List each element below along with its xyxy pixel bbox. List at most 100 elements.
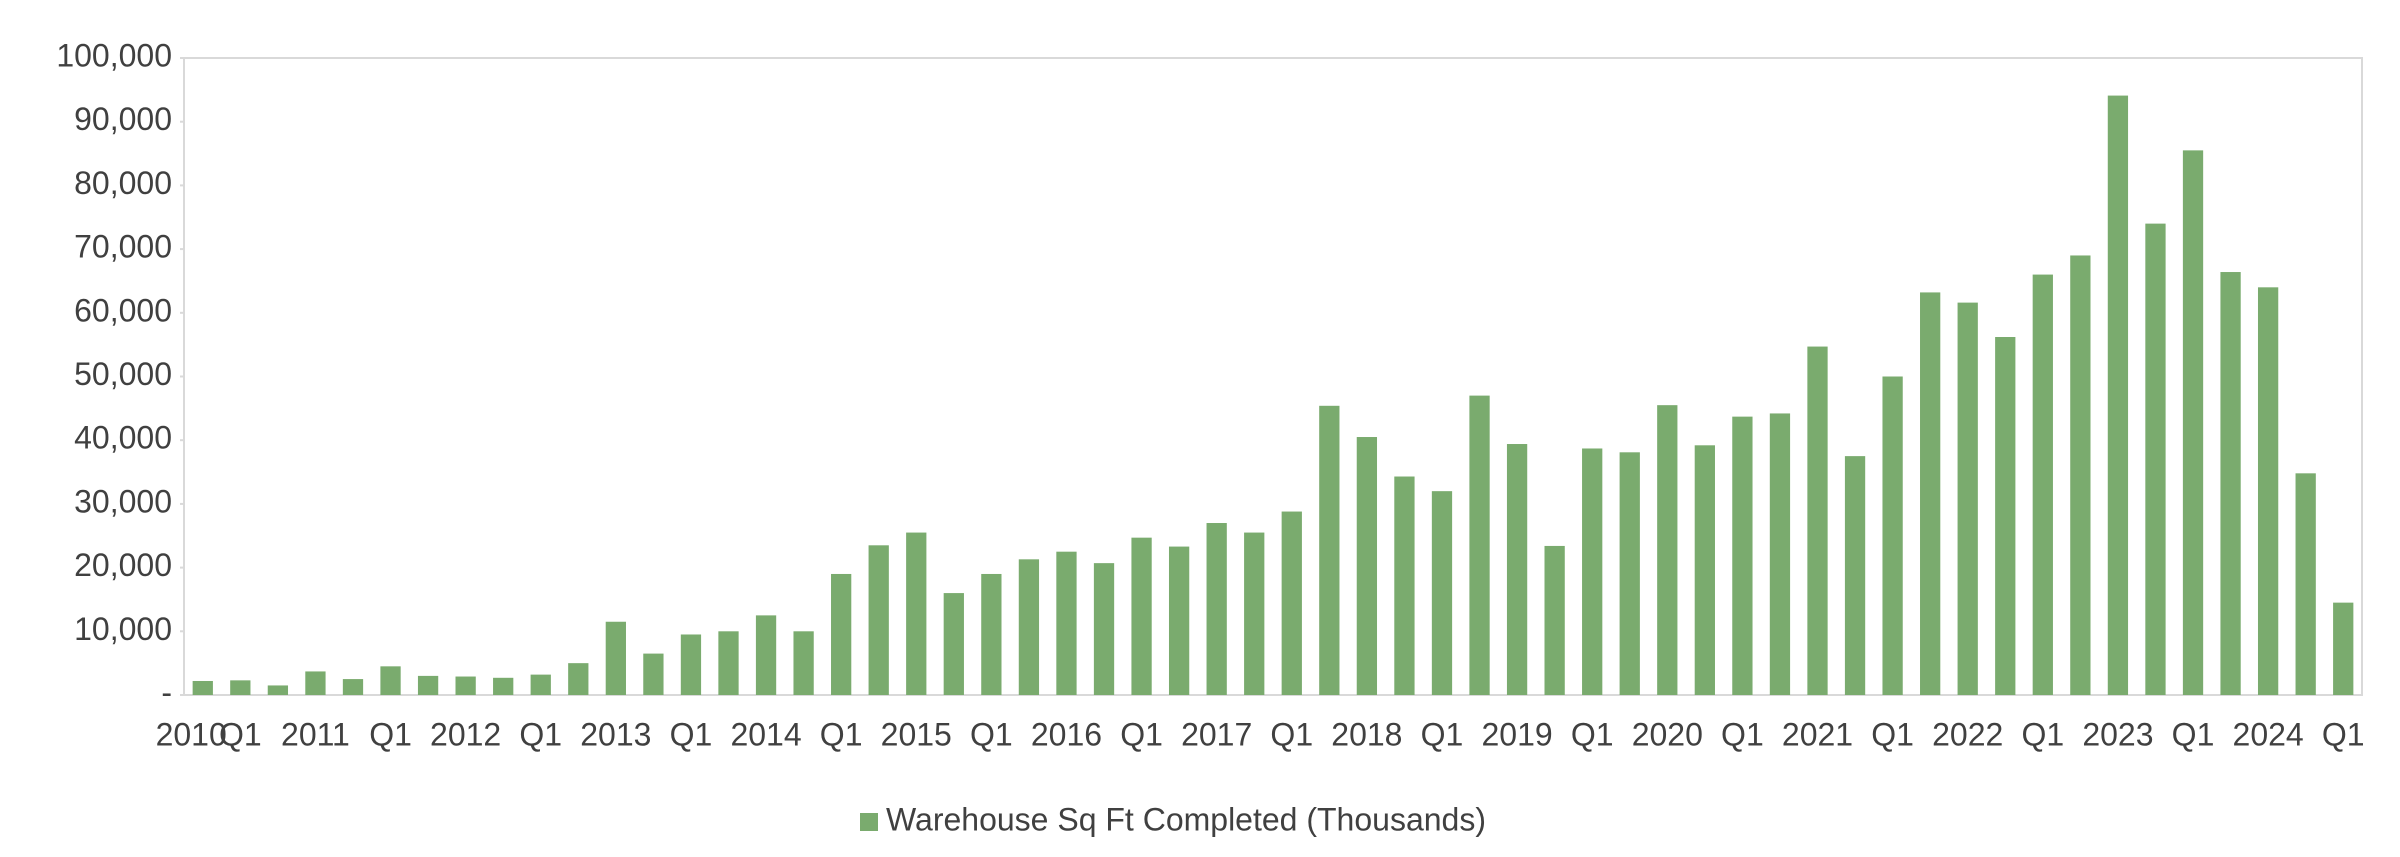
x-tick-label: 2011 bbox=[281, 716, 350, 752]
x-tick-label: Q1 bbox=[1571, 716, 1614, 752]
x-tick-label: 2017 bbox=[1181, 716, 1252, 752]
y-tick-label: 20,000 bbox=[74, 547, 172, 583]
bar bbox=[1394, 476, 1415, 695]
bar bbox=[2182, 150, 2204, 696]
y-tick-label: 50,000 bbox=[74, 356, 172, 392]
bar bbox=[1093, 563, 1115, 695]
x-tick-label: Q1 bbox=[2322, 716, 2365, 752]
bar bbox=[1018, 559, 1040, 695]
bar bbox=[1957, 302, 1978, 695]
bar bbox=[417, 675, 439, 695]
bar bbox=[793, 631, 814, 695]
bar bbox=[1281, 511, 1302, 695]
x-tick-label: Q1 bbox=[2172, 716, 2215, 752]
x-tick-label: 2016 bbox=[1031, 716, 1102, 752]
bar bbox=[1844, 456, 1866, 695]
x-tick-label: 2020 bbox=[1632, 716, 1703, 752]
bar bbox=[1619, 452, 1640, 695]
y-tick-label: 100,000 bbox=[56, 37, 172, 73]
bar bbox=[1469, 395, 1490, 695]
y-tick-label: 60,000 bbox=[74, 292, 172, 328]
x-tick-label: Q1 bbox=[1270, 716, 1313, 752]
x-tick-label: 2021 bbox=[1782, 716, 1853, 752]
bar bbox=[2070, 255, 2091, 695]
x-tick-label: 2019 bbox=[1481, 716, 1552, 752]
y-tick-label: 90,000 bbox=[74, 101, 172, 137]
bar bbox=[643, 653, 664, 695]
bar bbox=[530, 674, 551, 695]
bar bbox=[305, 671, 326, 695]
x-tick-label: Q1 bbox=[1871, 716, 1914, 752]
bar bbox=[981, 573, 1002, 695]
x-tick-label: Q1 bbox=[1120, 716, 1163, 752]
x-tick-label: Q1 bbox=[519, 716, 562, 752]
bar bbox=[943, 593, 964, 695]
bar bbox=[868, 545, 889, 695]
x-tick-label: 2010 bbox=[156, 716, 227, 752]
bar bbox=[2333, 602, 2354, 695]
bar bbox=[568, 663, 589, 695]
x-tick-label: 2018 bbox=[1331, 716, 1402, 752]
x-tick-label: Q1 bbox=[369, 716, 412, 752]
bar bbox=[1769, 413, 1791, 695]
x-tick-label: 2013 bbox=[580, 716, 651, 752]
bar bbox=[1356, 437, 1378, 695]
bar bbox=[1882, 376, 1903, 695]
bar bbox=[1506, 444, 1528, 695]
x-tick-label: Q1 bbox=[2021, 716, 2064, 752]
bar bbox=[2295, 473, 2316, 695]
bar bbox=[2145, 223, 2166, 695]
bar bbox=[380, 666, 401, 695]
bar bbox=[1206, 523, 1227, 695]
bar bbox=[1319, 405, 1340, 695]
x-tick-label: 2022 bbox=[1932, 716, 2003, 752]
bar bbox=[493, 677, 514, 695]
bar bbox=[1582, 448, 1603, 695]
x-tick-label: Q1 bbox=[219, 716, 262, 752]
x-tick-label: Q1 bbox=[1721, 716, 1764, 752]
x-tick-label: Q1 bbox=[820, 716, 863, 752]
legend-label: Warehouse Sq Ft Completed (Thousands) bbox=[886, 801, 1486, 837]
bar bbox=[755, 615, 777, 695]
bar bbox=[455, 676, 476, 695]
bar bbox=[267, 685, 289, 695]
bar bbox=[2107, 95, 2129, 695]
bar bbox=[2220, 272, 2241, 695]
legend-swatch bbox=[860, 813, 878, 831]
bar bbox=[680, 634, 702, 695]
bar bbox=[1694, 445, 1715, 695]
bar bbox=[1807, 346, 1828, 695]
bar bbox=[1995, 337, 2016, 695]
x-tick-label: 2023 bbox=[2082, 716, 2153, 752]
bar bbox=[906, 532, 927, 695]
y-tick-label: 70,000 bbox=[74, 229, 172, 265]
bar bbox=[1131, 537, 1152, 695]
bar bbox=[1732, 416, 1753, 695]
bar bbox=[342, 679, 364, 695]
bar bbox=[2257, 287, 2279, 695]
y-tick-label: - bbox=[161, 674, 172, 710]
x-tick-label: 2024 bbox=[2233, 716, 2304, 752]
bar bbox=[718, 631, 739, 695]
bar bbox=[1657, 405, 1678, 695]
bar bbox=[831, 573, 852, 695]
bar bbox=[1920, 292, 1941, 695]
x-tick-label: 2012 bbox=[430, 716, 501, 752]
bar bbox=[1244, 532, 1265, 695]
bar bbox=[605, 621, 626, 695]
bar bbox=[230, 680, 251, 695]
bar bbox=[2032, 274, 2053, 695]
bar bbox=[1056, 551, 1077, 695]
bar bbox=[1168, 546, 1190, 695]
x-tick-label: Q1 bbox=[670, 716, 713, 752]
bar bbox=[1544, 545, 1565, 695]
y-tick-label: 10,000 bbox=[74, 611, 172, 647]
y-tick-label: 30,000 bbox=[74, 483, 172, 519]
y-tick-label: 40,000 bbox=[74, 420, 172, 456]
bar bbox=[1431, 491, 1453, 695]
x-tick-label: Q1 bbox=[970, 716, 1013, 752]
x-tick-label: 2015 bbox=[881, 716, 952, 752]
x-tick-label: Q1 bbox=[1421, 716, 1464, 752]
x-tick-label: 2014 bbox=[730, 716, 801, 752]
